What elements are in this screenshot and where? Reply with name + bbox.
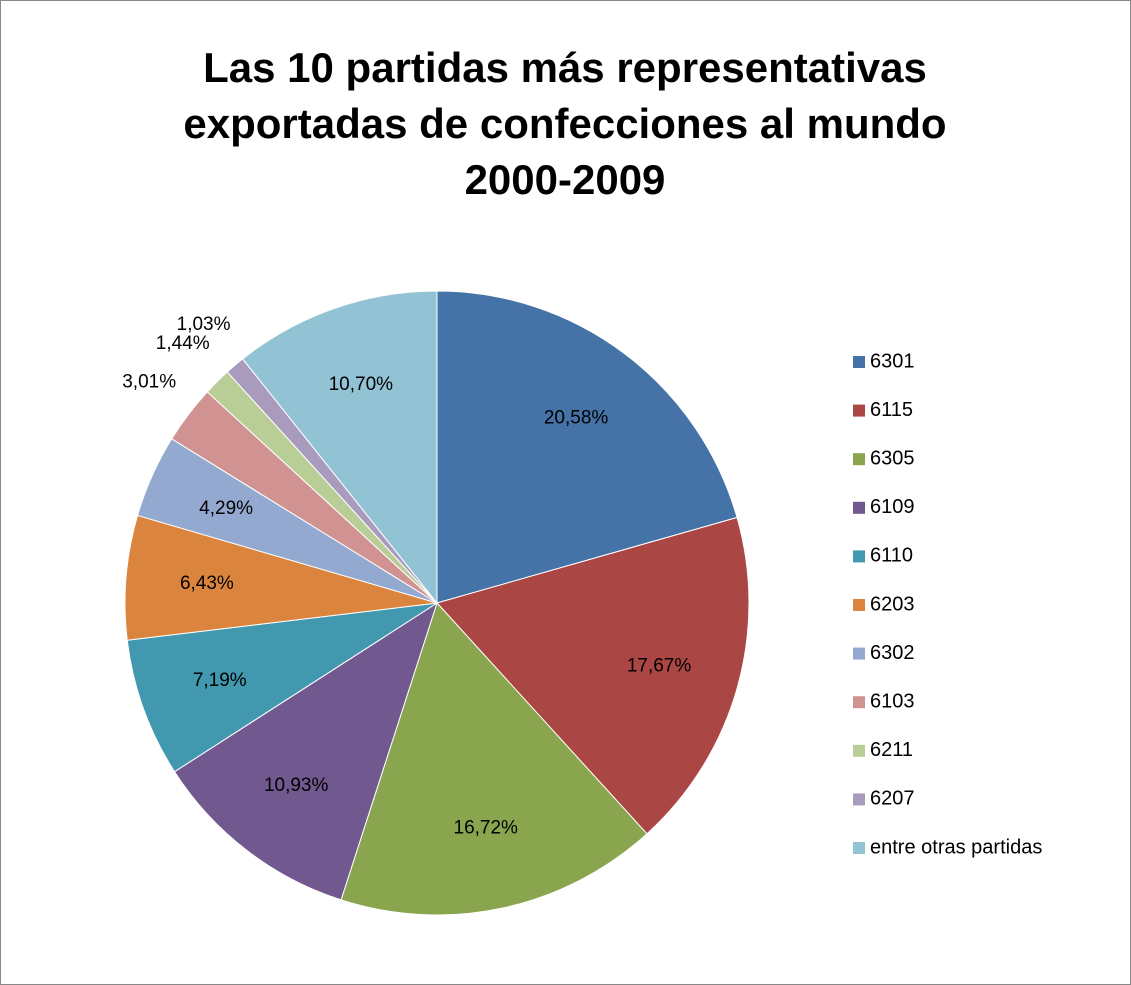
legend-label: 6109 [870,496,915,518]
pie-slice [126,602,438,773]
legend-swatch [853,696,865,709]
data-label: 6,43% [180,573,234,594]
legend-label: 6301 [870,350,915,372]
pie-slice [241,290,438,605]
pie-slice [340,602,648,916]
pie-slice [124,514,438,641]
chart-title: Las 10 partidas más representativas expo… [183,44,947,203]
legend-label: 6207 [870,788,915,810]
data-label: 10,70% [329,374,394,395]
legend-label: 6110 [870,545,913,567]
legend-swatch [853,501,865,514]
legend-swatch [853,793,865,806]
legend-swatch [853,744,865,757]
legend-label: 6103 [870,690,915,712]
data-label: 1,44% [156,333,210,354]
legend-label: entre otras partidas [870,836,1042,858]
pie-slice [436,290,738,604]
legend-swatch [853,356,865,368]
data-label: 7,19% [193,670,247,691]
data-label: 1,03% [177,314,231,335]
legend-swatch [853,404,865,417]
data-label: 20,58% [544,408,609,429]
legend-label: 6211 [870,739,913,761]
data-label: 16,72% [454,818,519,839]
data-label: 3,01% [122,371,176,392]
legend-label: 6305 [870,447,915,469]
legend-swatch [853,453,865,466]
pie-slice [173,601,438,901]
legend-label: 6115 [870,399,913,421]
data-label: 4,29% [199,498,253,519]
legend-label: 6302 [870,642,915,664]
legend-swatch [853,550,865,563]
legend-swatch [853,647,865,660]
legend-swatch [853,842,865,854]
data-label: 10,93% [264,775,329,796]
data-label: 17,67% [627,655,692,676]
pie-slice [436,516,750,835]
legend-label: 6203 [870,593,915,615]
legend-swatch [853,599,865,611]
